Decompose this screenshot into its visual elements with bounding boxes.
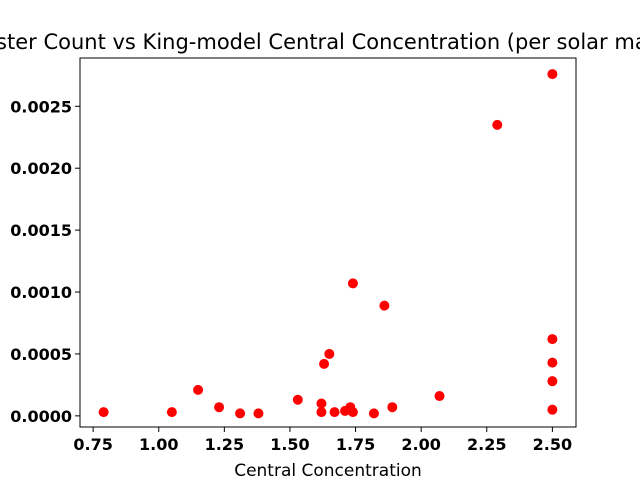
chart-title: Cluster Count vs King-model Central Conc… — [0, 30, 640, 54]
data-point — [547, 357, 558, 368]
y-axis: 0.0000 0.0005 0.0010 0.0015 0.0020 0.0025 — [10, 97, 80, 426]
y-tick-label: 0.0025 — [10, 97, 72, 116]
data-point — [235, 408, 246, 419]
x-tick-label: 1.75 — [336, 435, 375, 454]
data-point — [547, 376, 558, 387]
data-point — [166, 407, 177, 418]
data-point — [387, 402, 398, 413]
y-tick-label: 0.0000 — [10, 407, 72, 426]
data-point — [492, 119, 503, 130]
data-point — [347, 407, 358, 418]
data-point — [547, 69, 558, 80]
x-tick-label: 1.00 — [139, 435, 178, 454]
data-point — [347, 278, 358, 289]
data-point — [379, 300, 390, 311]
data-points — [98, 69, 558, 419]
x-tick-label: 1.25 — [205, 435, 244, 454]
x-tick-label: 2.50 — [533, 435, 572, 454]
data-point — [253, 408, 264, 419]
data-point — [368, 408, 379, 419]
x-tick-label: 2.00 — [401, 435, 440, 454]
x-tick-label: 1.50 — [270, 435, 309, 454]
data-point — [98, 407, 109, 418]
data-point — [193, 384, 204, 395]
data-point — [547, 334, 558, 345]
y-tick-label: 0.0020 — [10, 159, 72, 178]
data-point — [434, 391, 445, 402]
data-point — [316, 407, 327, 418]
y-tick-label: 0.0015 — [10, 221, 72, 240]
data-point — [316, 398, 327, 409]
data-point — [214, 402, 225, 413]
y-tick-label: 0.0010 — [10, 283, 72, 302]
data-point — [547, 404, 558, 415]
x-axis-label: Central Concentration — [234, 461, 422, 480]
data-point — [324, 348, 335, 359]
data-point — [292, 394, 303, 405]
data-point — [329, 407, 340, 418]
x-axis: 0.75 1.00 1.25 1.50 1.75 2.00 2.25 2.50 — [73, 427, 572, 454]
x-tick-label: 2.25 — [467, 435, 506, 454]
plot-area-frame — [79, 57, 577, 428]
x-tick-label: 0.75 — [73, 435, 112, 454]
data-point — [319, 358, 330, 369]
y-tick-label: 0.0005 — [10, 345, 72, 364]
